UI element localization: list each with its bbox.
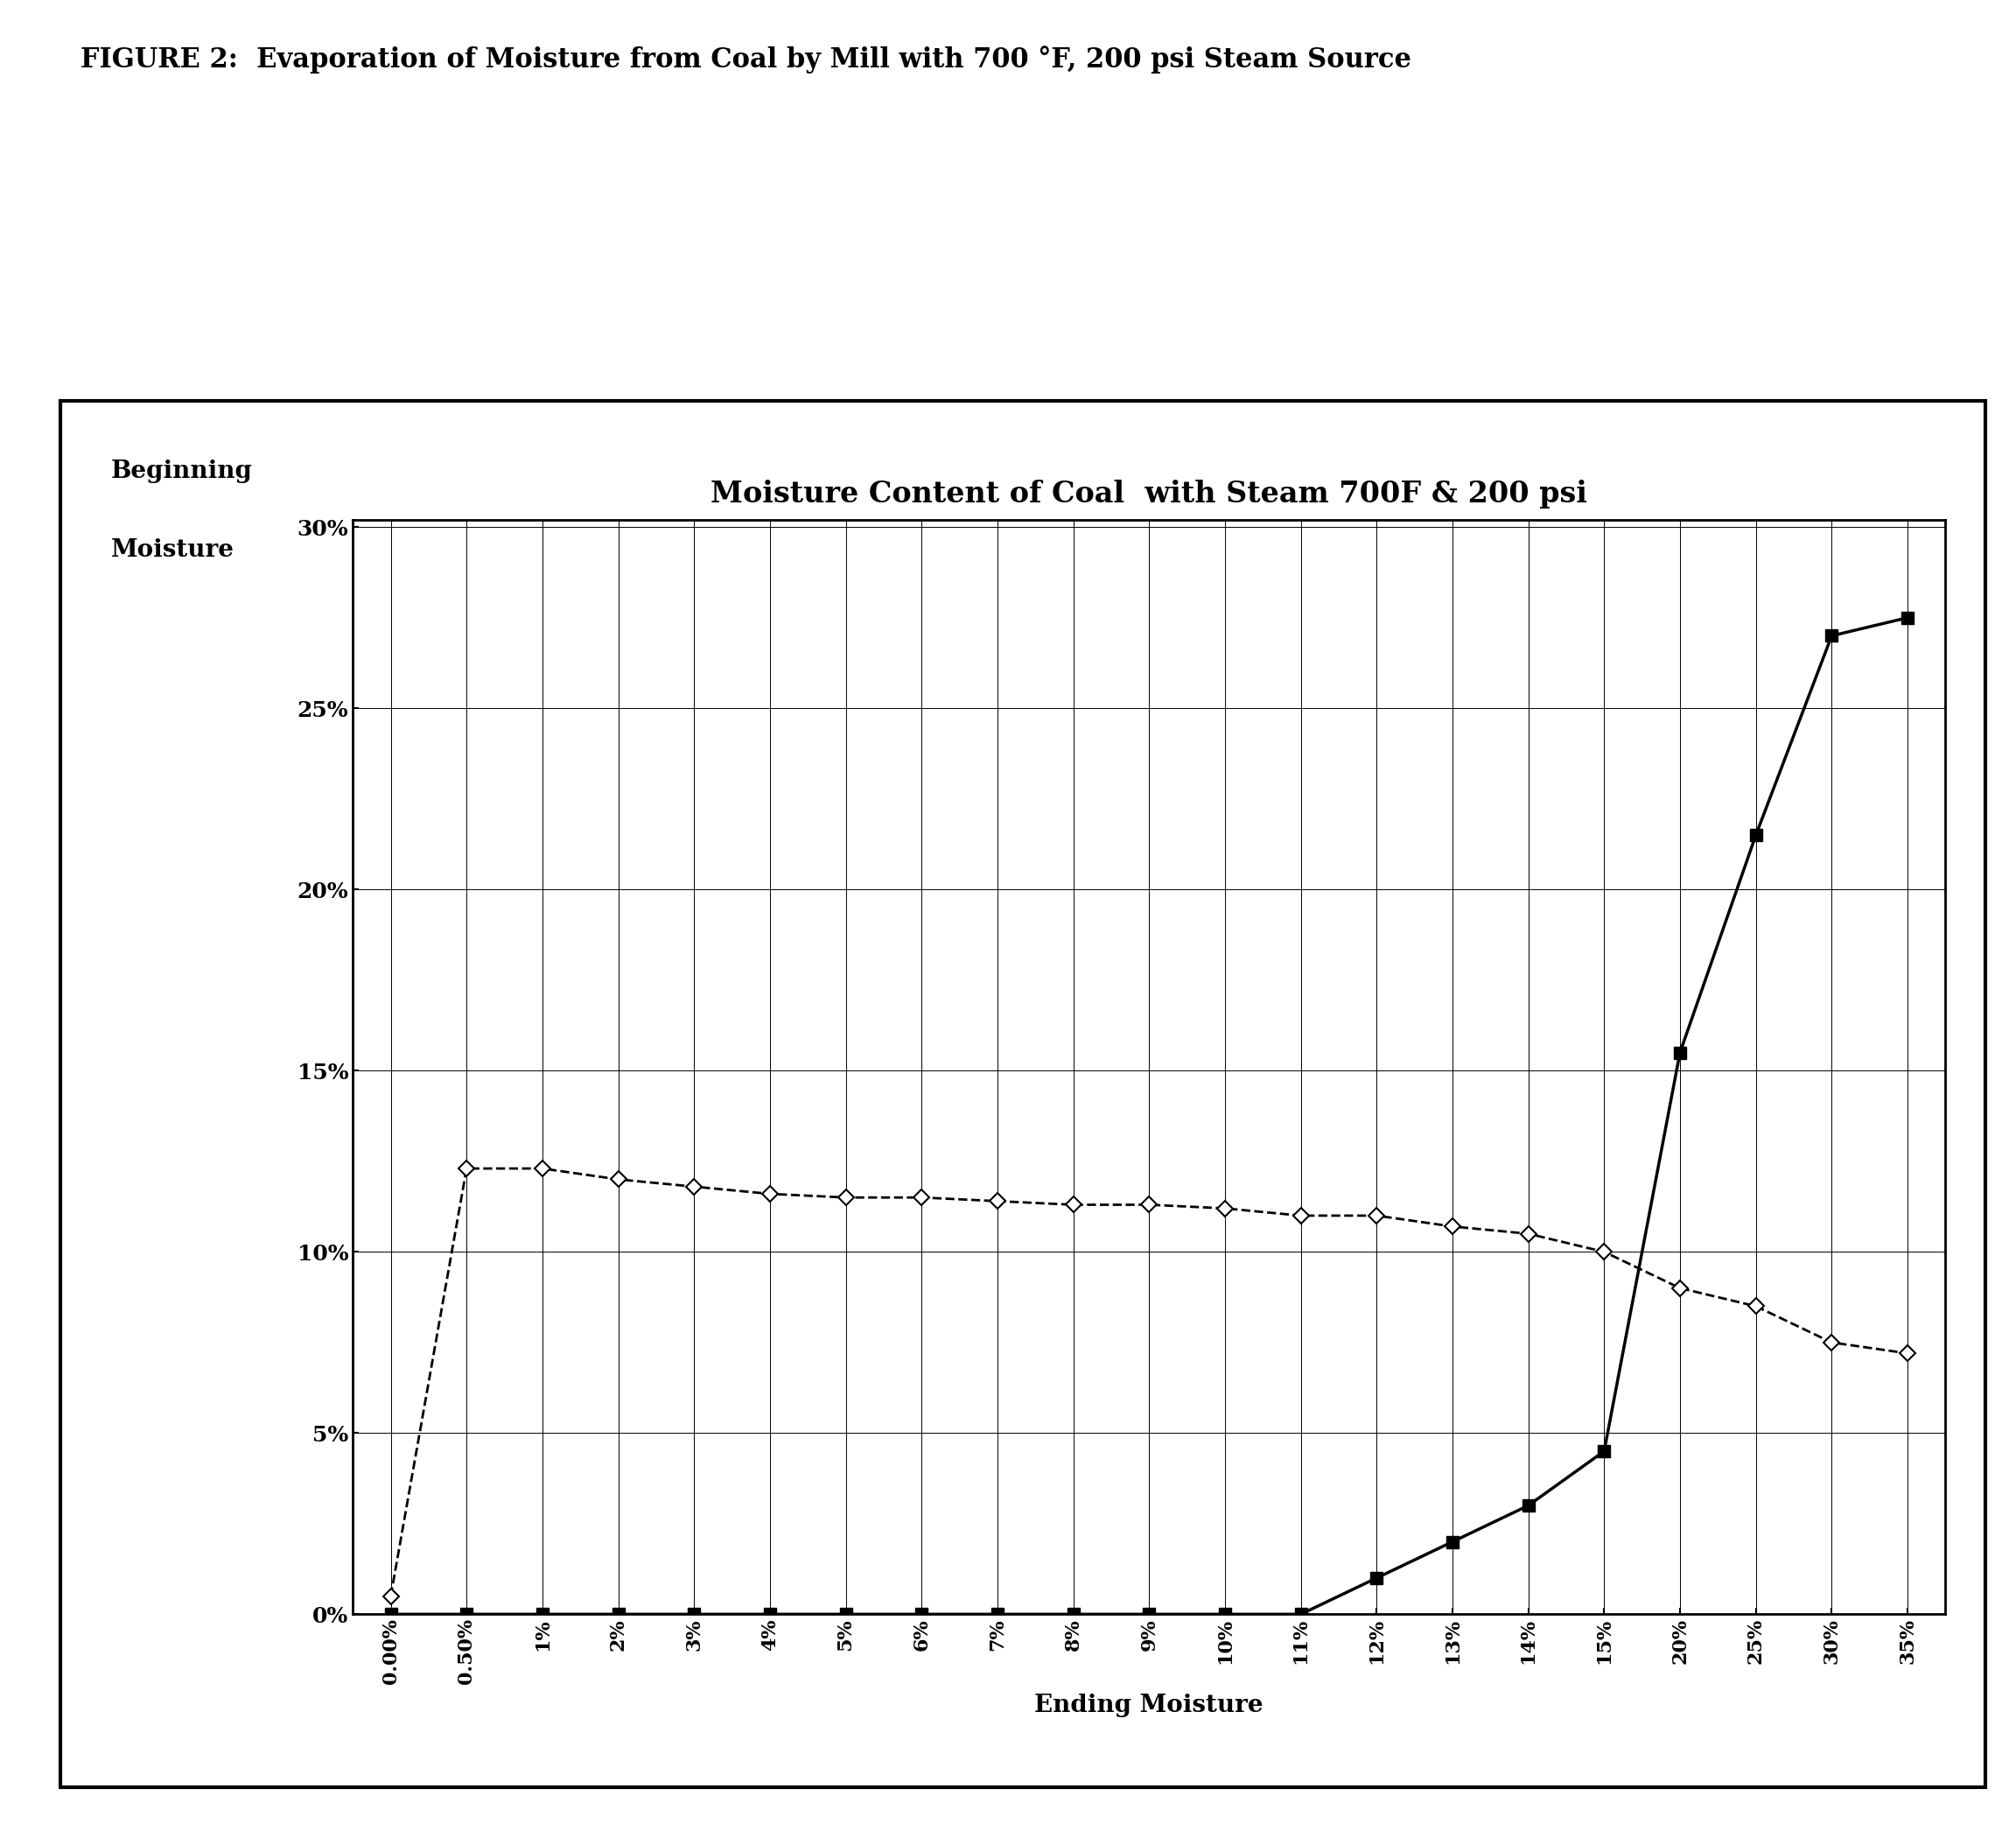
- Text: Beginning: Beginning: [111, 460, 252, 483]
- Text: Moisture: Moisture: [111, 538, 234, 562]
- X-axis label: Ending Moisture: Ending Moisture: [1034, 1694, 1264, 1718]
- Text: FIGURE 2:  Evaporation of Moisture from Coal by Mill with 700 °F, 200 psi Steam : FIGURE 2: Evaporation of Moisture from C…: [81, 46, 1411, 73]
- Title: Moisture Content of Coal  with Steam 700F & 200 psi: Moisture Content of Coal with Steam 700F…: [712, 480, 1587, 509]
